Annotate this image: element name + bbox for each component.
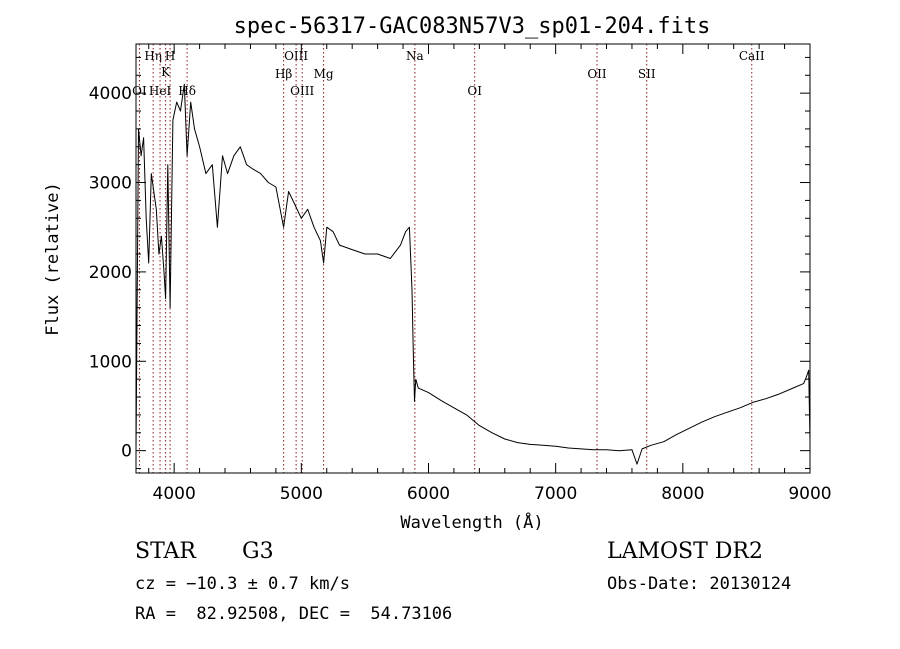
x-tick-label: 7000	[534, 484, 577, 504]
line-label: Hη	[144, 49, 162, 63]
line-label: OIII	[284, 49, 308, 63]
line-label: OII	[587, 67, 607, 81]
line-label: OI	[467, 84, 482, 98]
ra-dec: RA = 82.92508, DEC = 54.73106	[135, 604, 453, 624]
plot-frame	[135, 43, 811, 474]
object-class: STAR	[135, 539, 196, 564]
y-tick-label: 4000	[89, 84, 132, 104]
x-axis: 4000 5000 6000 7000 8000 9000	[148, 44, 832, 504]
x-tick-label: 6000	[407, 484, 450, 504]
x-axis-label: Wavelength (Å)	[400, 511, 543, 533]
observation-date: Obs-Date: 20130124	[607, 574, 792, 594]
line-label: Na	[406, 49, 424, 63]
spectrum-line	[135, 83, 811, 465]
survey-name: LAMOST DR2	[607, 539, 763, 564]
x-tick-label: 4000	[153, 484, 196, 504]
line-label: OIII	[290, 84, 314, 98]
line-label: Mg	[314, 67, 334, 81]
line-label: SII	[638, 67, 656, 81]
spectrum-series	[135, 83, 811, 465]
line-label: H	[165, 49, 175, 63]
line-label: Hβ	[275, 67, 292, 81]
object-subclass: G3	[242, 539, 274, 564]
line-label: OI	[132, 84, 147, 98]
line-label: K	[161, 65, 171, 79]
y-tick-label: 1000	[89, 352, 132, 372]
line-label: Hδ	[178, 84, 196, 98]
redshift-cz: cz = −10.3 ± 0.7 km/s	[135, 574, 350, 594]
y-tick-label: 3000	[89, 174, 132, 194]
y-tick-label: 2000	[89, 263, 132, 283]
x-tick-label: 5000	[280, 484, 323, 504]
line-label: HeI	[149, 84, 172, 98]
x-tick-label: 8000	[661, 484, 704, 504]
line-label: CaII	[739, 49, 765, 63]
y-axis-label: Flux (relative)	[43, 182, 63, 336]
x-tick-label: 9000	[788, 484, 831, 504]
y-axis: 0 1000 2000 3000 4000	[89, 56, 810, 470]
y-tick-label: 0	[121, 442, 132, 462]
chart-title: spec-56317-GAC083N57V3_sp01-204.fits	[234, 14, 711, 39]
